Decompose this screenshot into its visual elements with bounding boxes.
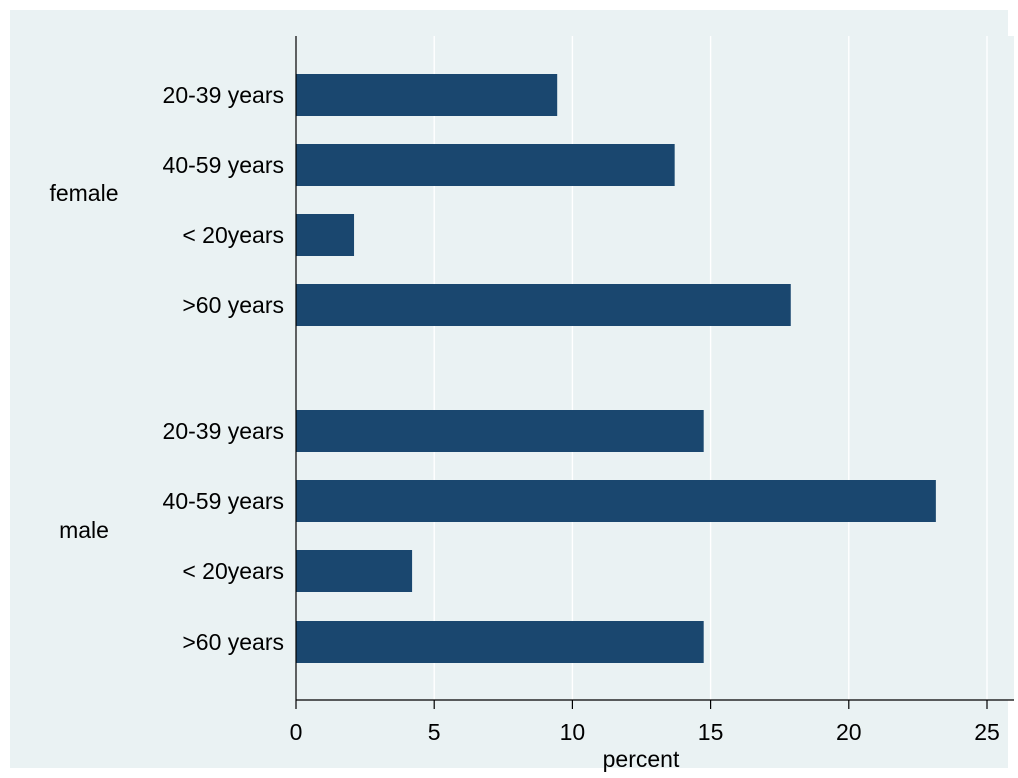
category-label-female-1: 40-59 years	[163, 152, 284, 178]
bar-male-1	[296, 480, 936, 522]
bar-female-3	[296, 284, 791, 326]
bar-female-2	[296, 214, 355, 256]
category-label-female-0: 20-39 years	[163, 82, 284, 108]
axis-layer	[295, 36, 1014, 709]
group-label-female: female	[49, 180, 118, 206]
category-label-male-0: 20-39 years	[163, 418, 284, 444]
category-label-male-1: 40-59 years	[163, 488, 284, 514]
x-tick-label-5: 25	[974, 719, 1000, 745]
x-axis-title: percent	[603, 746, 680, 772]
x-tick-label-3: 15	[698, 719, 724, 745]
x-tick-label-2: 10	[560, 719, 586, 745]
bar-male-0	[296, 410, 704, 452]
bar-female-0	[296, 74, 558, 116]
labels-layer: 20-39 years 40-59 years < 20years >60 years…	[49, 82, 999, 772]
bar-female-1	[296, 144, 675, 186]
group-label-male: male	[59, 517, 109, 543]
x-tick-label-0: 0	[290, 719, 303, 745]
category-label-female-2: < 20years	[182, 222, 284, 248]
bar-male-3	[296, 621, 704, 663]
bar-male-2	[296, 550, 413, 592]
plot-area	[296, 36, 1014, 700]
x-tick-label-4: 20	[836, 719, 862, 745]
x-tick-label-1: 5	[428, 719, 441, 745]
category-label-male-3: >60 years	[182, 629, 284, 655]
category-label-female-3: >60 years	[182, 292, 284, 318]
category-label-male-2: < 20years	[182, 558, 284, 584]
bars-layer	[296, 74, 936, 663]
